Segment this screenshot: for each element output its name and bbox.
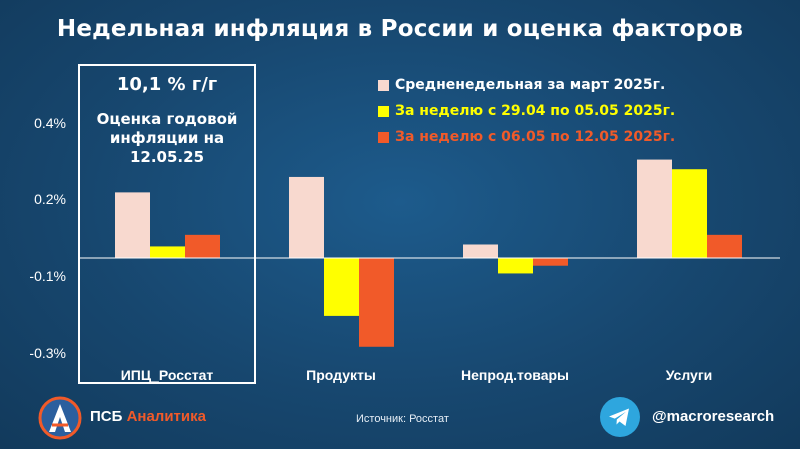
bar-series3-4 [707,234,742,258]
bar-series1-3 [463,244,498,258]
bar-series2-3 [498,258,533,274]
bar-series1-4 [637,159,672,258]
bar-series1-2 [289,176,324,258]
y-tick-label: 0.4% [34,115,66,131]
legend-label: За неделю с 29.04 по 05.05 2025г. [395,103,676,119]
annual-inflation-value: 10,1 % г/г [116,74,218,95]
x-category-label: ИПЦ_Росстат [120,367,214,383]
bar-series2-2 [324,258,359,316]
telegram-icon[interactable] [600,397,640,437]
legend-label: Средненедельная за март 2025г. [395,77,666,93]
bar-series2-4 [672,169,707,258]
annual-inflation-caption: Оценка годовой инфляции на 12.05.25 [96,110,238,166]
x-category-label: Услуги [665,367,713,383]
bar-series3-2 [359,258,394,347]
brand-name: ПСБ Аналитика [90,408,206,425]
x-category-label: Непрод.товары [461,367,569,383]
bar-series1-1 [115,192,150,258]
legend-label: За неделю с 06.05 по 12.05 2025г. [395,129,676,145]
y-tick-label: -0.3% [29,345,66,361]
bar-series3-3 [533,258,568,266]
legend-item: За неделю с 29.04 по 05.05 2025г. [378,98,675,124]
brand-prefix: ПСБ [90,408,127,425]
y-tick-label: -0.1% [29,268,66,284]
bar-series2-1 [150,246,185,258]
y-tick-label: 0.2% [34,191,66,207]
legend-item: За неделю с 06.05 по 12.05 2025г. [378,124,675,150]
chart-title: Недельная инфляция в России и оценка фак… [56,16,744,42]
legend-swatch [378,131,389,143]
legend-item: Средненедельная за март 2025г. [378,72,675,98]
x-category-label: Продукты [306,367,376,383]
psb-logo-icon [38,396,82,440]
chart-legend: Средненедельная за март 2025г. За неделю … [378,72,675,150]
source-note: Источник: Росстат [356,413,449,425]
legend-swatch [378,105,389,117]
telegram-handle[interactable]: @macroresearch [652,408,775,425]
brand-accent: Аналитика [126,408,206,425]
bar-series3-1 [185,234,220,258]
legend-swatch [378,79,389,91]
annual-inflation-box: 10,1 % г/г Оценка годовой инфляции на 12… [78,64,256,384]
